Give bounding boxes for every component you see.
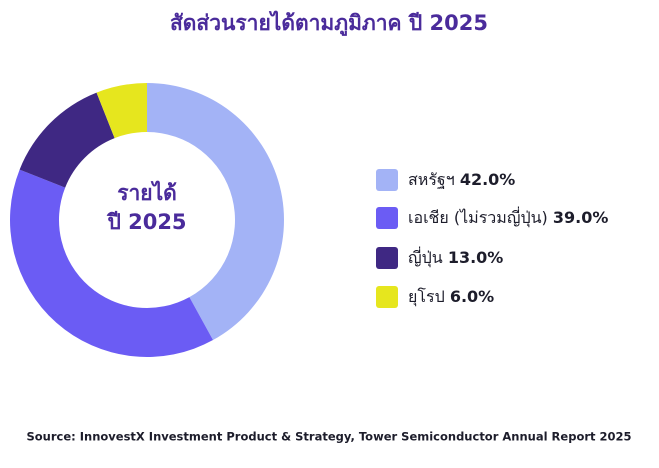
- chart-title: สัดส่วนรายได้ตามภูมิภาค ปี 2025: [170, 10, 488, 37]
- legend-category: ญี่ปุ่น: [408, 246, 443, 268]
- donut-slice: [147, 83, 284, 341]
- legend-swatch: [376, 207, 398, 229]
- legend-category: สหรัฐฯ: [408, 170, 455, 189]
- center-label: ปี 2025: [106, 210, 187, 234]
- donut-slice: [10, 169, 214, 357]
- legend-swatch: [376, 247, 398, 269]
- donut: [10, 83, 284, 357]
- center-label: รายได้: [117, 180, 177, 205]
- legend-label: สหรัฐฯ 42.0%: [408, 170, 515, 189]
- legend-category: เอเชีย (ไม่รวมญี่ปุ่น): [408, 206, 548, 228]
- donut-slice: [19, 92, 115, 188]
- legend: สหรัฐฯ 42.0% เอเชีย (ไม่รวมญี่ปุ่น) 39.0%…: [376, 169, 608, 308]
- legend-value: 13.0%: [448, 248, 504, 267]
- legend-label: เอเชีย (ไม่รวมญี่ปุ่น) 39.0%: [408, 206, 608, 228]
- source-note: Source: InnovestX Investment Product & S…: [26, 430, 631, 444]
- legend-swatch: [376, 169, 398, 191]
- donut-slice: [96, 83, 147, 139]
- legend-value: 6.0%: [450, 287, 494, 306]
- legend-label: ญี่ปุ่น 13.0%: [408, 246, 503, 268]
- legend-label: ยุโรป 6.0%: [408, 287, 494, 307]
- legend-category: ยุโรป: [408, 287, 445, 307]
- legend-value: 42.0%: [460, 170, 516, 189]
- legend-swatch: [376, 286, 398, 308]
- legend-value: 39.0%: [553, 208, 609, 227]
